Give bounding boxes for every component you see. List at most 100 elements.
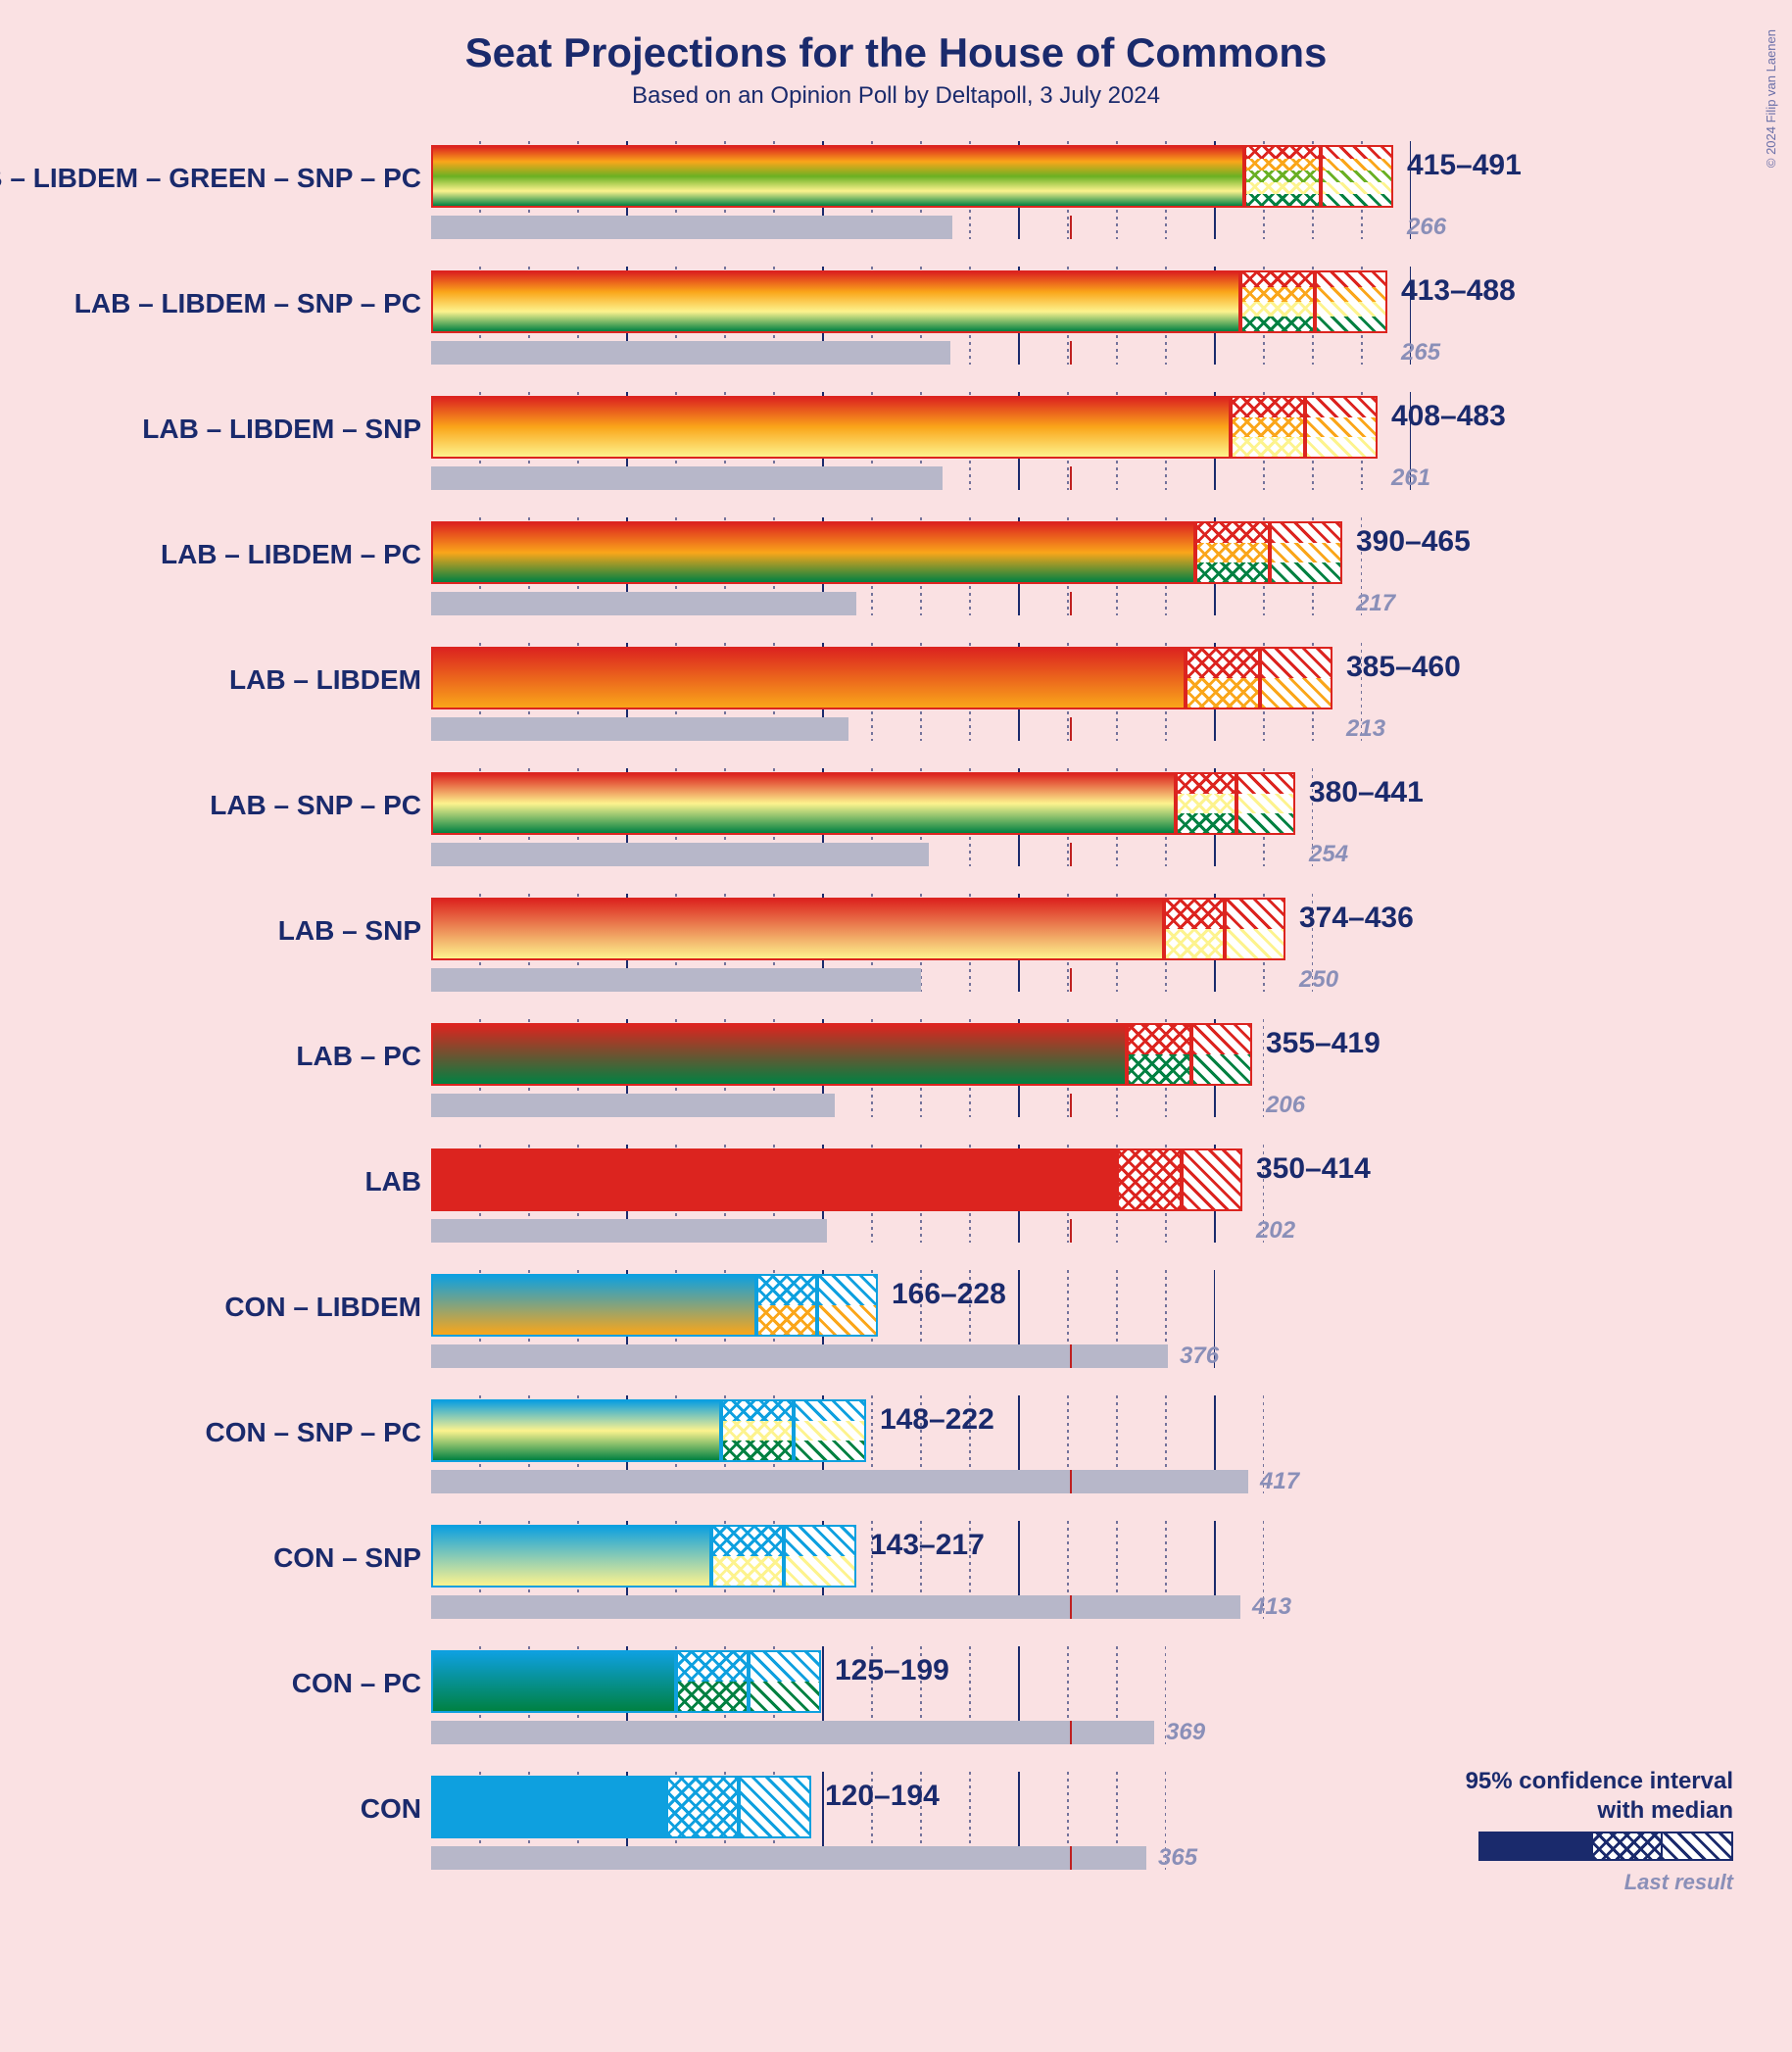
last-result-bar xyxy=(431,1595,1240,1619)
last-result-label: 265 xyxy=(1401,339,1440,366)
bar-area: 413–488265 xyxy=(431,265,1509,390)
coalition-row: LAB – PC355–419206 xyxy=(0,1017,1792,1143)
coalition-label: CON – LIBDEM xyxy=(0,1268,421,1346)
projection-bar xyxy=(431,1148,1117,1211)
majority-marker xyxy=(1070,592,1072,615)
coalition-row: LAB – LIBDEM – PC 390–465 217 xyxy=(0,515,1792,641)
coalition-label: LAB xyxy=(0,1143,421,1221)
last-result-bar xyxy=(431,1846,1146,1870)
last-result-bar xyxy=(431,466,943,490)
coalition-row: CON – PC 125–199 369 xyxy=(0,1644,1792,1770)
range-label: 166–228 xyxy=(892,1278,1006,1311)
last-result-bar xyxy=(431,968,921,992)
majority-marker xyxy=(1070,1595,1072,1619)
last-result-bar xyxy=(431,717,848,741)
projection-bar xyxy=(431,1525,711,1588)
range-label: 380–441 xyxy=(1309,776,1424,809)
bar-area: 166–228 376 xyxy=(431,1268,1509,1393)
coalition-label: CON – PC xyxy=(0,1644,421,1723)
range-label: 413–488 xyxy=(1401,274,1516,308)
last-result-bar xyxy=(431,1721,1154,1744)
legend-ci-line2: with median xyxy=(1597,1797,1733,1824)
coalition-label: LAB – LIBDEM – PC xyxy=(0,515,421,594)
chart-container: Seat Projections for the House of Common… xyxy=(0,0,1792,1934)
last-result-label: 254 xyxy=(1309,841,1348,868)
legend: 95% confidence interval with median Last… xyxy=(1466,1767,1733,1895)
range-label: 350–414 xyxy=(1256,1152,1371,1186)
last-result-label: 365 xyxy=(1158,1844,1197,1872)
last-result-bar xyxy=(431,341,950,365)
majority-marker xyxy=(1070,843,1072,866)
range-label: 143–217 xyxy=(870,1529,985,1562)
coalition-label: CON – SNP xyxy=(0,1519,421,1597)
majority-marker xyxy=(1070,341,1072,365)
range-label: 148–222 xyxy=(880,1403,994,1437)
coalition-row: CON – SNP – PC 148–222 417 xyxy=(0,1393,1792,1519)
legend-last-label: Last result xyxy=(1466,1870,1733,1895)
range-label: 125–199 xyxy=(835,1654,949,1687)
last-result-bar xyxy=(431,592,856,615)
projection-bar xyxy=(431,772,1176,835)
range-label: 415–491 xyxy=(1407,149,1522,182)
bar-area: 355–419206 xyxy=(431,1017,1509,1143)
majority-marker xyxy=(1070,1219,1072,1243)
range-label: 390–465 xyxy=(1356,525,1471,559)
coalition-row: LAB – LIBDEM – SNP 408–483 261 xyxy=(0,390,1792,515)
last-result-bar xyxy=(431,1219,827,1243)
bar-area: 120–194365 xyxy=(431,1770,1509,1895)
majority-marker xyxy=(1070,466,1072,490)
bar-area: 143–217 413 xyxy=(431,1519,1509,1644)
last-result-bar xyxy=(431,1470,1248,1493)
last-result-label: 413 xyxy=(1252,1593,1291,1621)
coalition-label: LAB – LIBDEM – SNP – PC xyxy=(0,265,421,343)
last-result-label: 202 xyxy=(1256,1217,1295,1245)
coalition-label: CON xyxy=(0,1770,421,1848)
range-label: 408–483 xyxy=(1391,400,1506,433)
projection-bar xyxy=(431,898,1164,960)
projection-bar xyxy=(431,1650,676,1713)
coalition-row: LAB – LIBDEM – GREEN – SNP – PC415–49126… xyxy=(0,139,1792,265)
projection-bar xyxy=(431,647,1186,709)
projection-bar xyxy=(431,145,1244,208)
coalition-row: LAB – LIBDEM385–460213 xyxy=(0,641,1792,766)
coalition-label: LAB – LIBDEM xyxy=(0,641,421,719)
coalition-row: CON – SNP 143–217 413 xyxy=(0,1519,1792,1644)
projection-bar xyxy=(431,521,1195,584)
last-result-label: 217 xyxy=(1356,590,1395,617)
bar-area: 148–222 417 xyxy=(431,1393,1509,1519)
projection-bar xyxy=(431,396,1231,459)
chart-subtitle: Based on an Opinion Poll by Deltapoll, 3… xyxy=(0,82,1792,110)
coalition-label: LAB – PC xyxy=(0,1017,421,1096)
last-result-label: 266 xyxy=(1407,214,1446,241)
last-result-label: 417 xyxy=(1260,1468,1299,1495)
last-result-bar xyxy=(431,216,952,239)
last-result-label: 206 xyxy=(1266,1092,1305,1119)
bar-area: 385–460213 xyxy=(431,641,1509,766)
last-result-label: 261 xyxy=(1391,464,1430,492)
coalition-row: LAB – LIBDEM – SNP – PC413–488265 xyxy=(0,265,1792,390)
last-result-bar xyxy=(431,1094,835,1117)
legend-ci-label: 95% confidence interval with median xyxy=(1466,1767,1733,1826)
last-result-label: 369 xyxy=(1166,1719,1205,1746)
coalition-label: LAB – LIBDEM – SNP xyxy=(0,390,421,468)
bar-area: 350–414 202 xyxy=(431,1143,1509,1268)
bar-area: 380–441 254 xyxy=(431,766,1509,892)
last-result-bar xyxy=(431,843,929,866)
plot-area: LAB – LIBDEM – GREEN – SNP – PC415–49126… xyxy=(0,139,1792,1895)
majority-marker xyxy=(1070,1094,1072,1117)
projection-bar xyxy=(431,1023,1127,1086)
legend-ci-line1: 95% confidence interval xyxy=(1466,1768,1733,1794)
coalition-row: LAB 350–414 202 xyxy=(0,1143,1792,1268)
majority-marker xyxy=(1070,1721,1072,1744)
last-result-label: 376 xyxy=(1180,1343,1219,1370)
last-result-label: 250 xyxy=(1299,966,1338,994)
bar-area: 408–483 261 xyxy=(431,390,1509,515)
bar-area: 374–436250 xyxy=(431,892,1509,1017)
majority-marker xyxy=(1070,968,1072,992)
majority-marker xyxy=(1070,1846,1072,1870)
coalition-label: LAB – SNP xyxy=(0,892,421,970)
majority-marker xyxy=(1070,1470,1072,1493)
chart-title: Seat Projections for the House of Common… xyxy=(0,29,1792,76)
coalition-label: CON – SNP – PC xyxy=(0,1393,421,1472)
range-label: 385–460 xyxy=(1346,651,1461,684)
